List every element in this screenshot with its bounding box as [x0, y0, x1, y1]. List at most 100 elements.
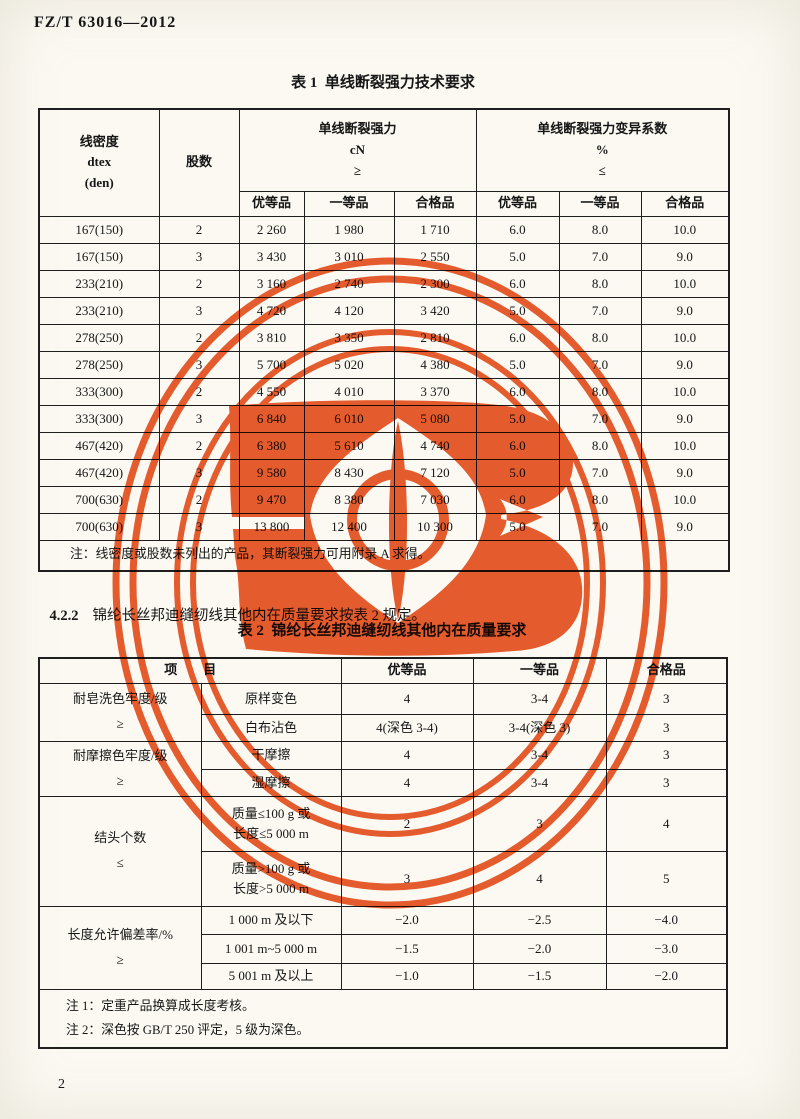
t1-cell: 8.0 — [558, 485, 642, 514]
t1-cell: 2 — [158, 485, 240, 514]
t1-data-row: 278(250) 2 3 810 3 350 2 810 6.0 8.0 10.0 — [38, 323, 730, 352]
t2-cell: 3 — [605, 713, 728, 742]
t2-cell: −4.0 — [605, 905, 728, 935]
t1-cell: 6 840 — [238, 404, 305, 433]
t1-cell: 6.0 — [475, 269, 560, 298]
page-number: 2 — [58, 1077, 65, 1092]
t1-cell: 7.0 — [558, 350, 642, 379]
t1-cell: 13 800 — [238, 512, 305, 541]
t2-cell: 3 — [605, 740, 728, 770]
t1-cell: 4 740 — [393, 431, 477, 460]
t2-cell: −2.5 — [472, 905, 607, 935]
t2-data-row: 耐皂洗色牢度/级 ≥ 原样变色 4 3-4 3 — [38, 682, 728, 742]
t1-cell: 5.0 — [475, 512, 560, 541]
t1-cell: 4 120 — [303, 296, 395, 325]
t1-cell: 6.0 — [475, 431, 560, 460]
table1-breaking-strength: 线密度 dtex (den) 股数 单线断裂强力 cN ≥ 单线断裂强力变异系数… — [38, 108, 730, 572]
t2-cell: −2.0 — [605, 962, 728, 990]
t1-cell: 700(630) — [38, 485, 160, 514]
t1-cell: 9.0 — [640, 404, 730, 433]
t2-group-label: 耐皂洗色牢度/级 ≥ — [38, 682, 202, 742]
t1-cell: 10 300 — [393, 512, 477, 541]
t1-data-row: 167(150) 2 2 260 1 980 1 710 6.0 8.0 10.0 — [38, 215, 730, 244]
t2-header-grade3: 合格品 — [605, 657, 728, 684]
t1-cell: 7.0 — [558, 242, 642, 271]
t2-data-row: 耐摩擦色牢度/级 ≥ 干摩擦 4 3-4 3 — [38, 740, 728, 797]
t2-data-row: 1 001 m~5 000 m −1.5 −2.0 −3.0 — [39, 933, 728, 964]
t1-cell: 2 — [158, 215, 240, 244]
t2-cell: 3 — [472, 795, 607, 852]
t1-cell: 3 — [158, 458, 240, 487]
t1-cell: 8 380 — [303, 485, 395, 514]
t2-cell: 3 — [605, 768, 728, 797]
t1-cell: 3 430 — [238, 242, 305, 271]
t1-cell: 3 810 — [238, 323, 305, 352]
t2-cell: 3-4 — [472, 740, 607, 770]
t2-cell: 质量≤100 g 或 长度≤5 000 m — [200, 795, 342, 852]
t2-cell: 湿摩擦 — [200, 768, 342, 797]
t1-cell: 3 160 — [238, 269, 305, 298]
t1-cell: 2 740 — [303, 269, 395, 298]
table2-other-quality: 项 目 优等品 一等品 合格品 耐皂洗色牢度/级 ≥ 原样变色 4 3-4 3 白布沾色 4… — [38, 657, 729, 1049]
t2-cell: 2 — [340, 795, 474, 852]
t1-cell: 10.0 — [640, 431, 730, 460]
t2-cell: 3-4 — [472, 682, 607, 715]
t1-cell: 233(210) — [38, 269, 160, 298]
t1-header-cv-group: 单线断裂强力变异系数 % ≤ — [475, 108, 730, 192]
t1-cell: 9 580 — [238, 458, 305, 487]
t2-cell: 1 001 m~5 000 m — [200, 933, 342, 964]
t1-cell: 3 420 — [393, 296, 477, 325]
t1-cell: 167(150) — [38, 215, 160, 244]
t2-cell: 4 — [340, 768, 474, 797]
t1-cell: 12 400 — [303, 512, 395, 541]
t1-cell: 4 380 — [393, 350, 477, 379]
t2-cell: −1.5 — [472, 962, 607, 990]
t2-group-label: 耐摩擦色牢度/级 ≥ — [38, 740, 202, 797]
t1-cell: 5.0 — [475, 458, 560, 487]
t2-cell: 5 001 m 及以上 — [200, 962, 342, 990]
t1-cell: 278(250) — [38, 350, 160, 379]
t1-cell: 9 470 — [238, 485, 305, 514]
t1-cell: 10.0 — [640, 215, 730, 244]
t1-cell: 333(300) — [38, 404, 160, 433]
t1-cell: 3 — [158, 296, 240, 325]
section-number: 4.2.2 — [49, 608, 79, 624]
t1-cell: 4 010 — [303, 377, 395, 406]
t2-cell: 4 — [605, 795, 728, 852]
t1-cell: 3 — [158, 350, 240, 379]
t1-subheader: 一等品 — [303, 190, 395, 217]
t1-cell: 8.0 — [558, 215, 642, 244]
t1-cell: 9.0 — [640, 296, 730, 325]
t1-data-row: 233(210) 3 4 720 4 120 3 420 5.0 7.0 9.0 — [38, 296, 730, 325]
t1-cell: 3 370 — [393, 377, 477, 406]
t1-cell: 333(300) — [38, 377, 160, 406]
t1-cell: 10.0 — [640, 323, 730, 352]
t1-cell: 2 550 — [393, 242, 477, 271]
t1-subheader: 优等品 — [475, 190, 560, 217]
table2-title: 表 2 锦纶长丝邦迪缝纫线其他内在质量要求 — [237, 623, 527, 639]
t1-data-row: 233(210) 2 3 160 2 740 2 300 6.0 8.0 10.0 — [38, 269, 730, 298]
t1-cell: 6.0 — [475, 215, 560, 244]
t1-header-density: 线密度 dtex (den) — [38, 108, 160, 217]
t1-cell: 9.0 — [640, 512, 730, 541]
t2-cell: 3-4(深色 3) — [472, 713, 607, 742]
t1-cell: 5 610 — [303, 431, 395, 460]
t1-cell: 7 120 — [393, 458, 477, 487]
t1-cell: 9.0 — [640, 350, 730, 379]
t1-data-row: 333(300) 3 6 840 6 010 5 080 5.0 7.0 9.0 — [38, 404, 730, 433]
t1-subheader: 一等品 — [558, 190, 642, 217]
t1-cell: 2 — [158, 269, 240, 298]
t1-cell: 6.0 — [475, 377, 560, 406]
t1-data-row: 700(630) 3 13 800 12 400 10 300 5.0 7.0 9.0 — [38, 512, 730, 541]
t1-subheader: 合格品 — [393, 190, 477, 217]
t2-header-grade2: 一等品 — [472, 657, 607, 684]
t1-cell: 2 300 — [393, 269, 477, 298]
t1-cell: 2 260 — [238, 215, 305, 244]
t1-cell: 467(420) — [38, 431, 160, 460]
t1-subheader: 优等品 — [238, 190, 305, 217]
t1-cell: 5 080 — [393, 404, 477, 433]
t1-header-ply: 股数 — [158, 108, 240, 217]
t2-cell: 5 — [605, 850, 728, 907]
t1-cell: 3 — [158, 404, 240, 433]
t1-cell: 3 — [158, 242, 240, 271]
